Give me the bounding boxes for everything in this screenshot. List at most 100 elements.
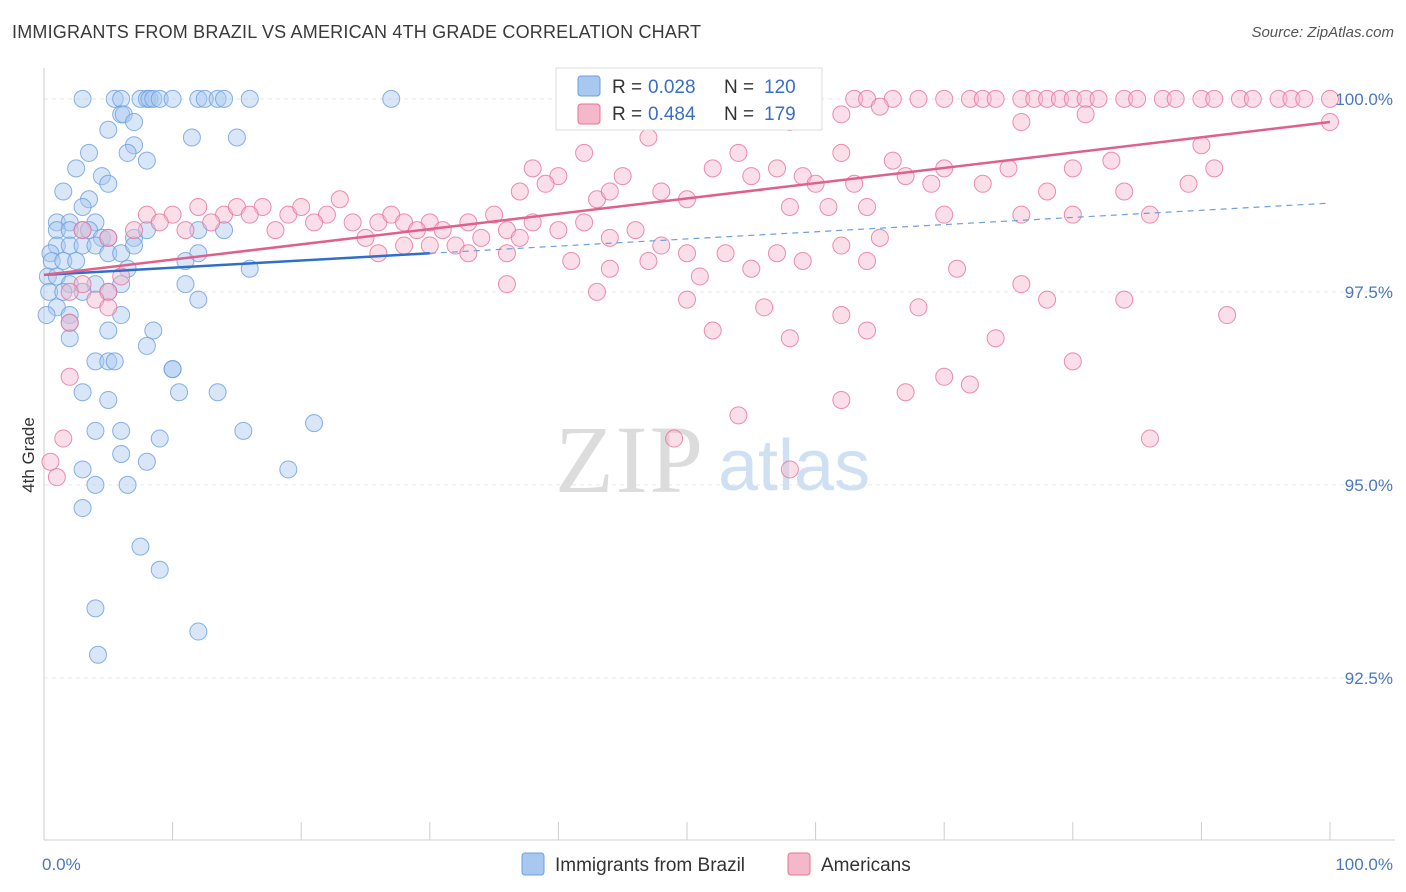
point-americans-131 <box>1012 275 1031 294</box>
point-brazil-55 <box>67 252 86 270</box>
point-americans-124 <box>600 259 619 278</box>
point-americans-24 <box>1243 89 1262 108</box>
point-brazil-28 <box>54 182 73 201</box>
point-americans-101 <box>716 244 735 263</box>
x-tick-label-1: 100.0% <box>1335 855 1393 874</box>
point-brazil-14 <box>382 89 401 108</box>
point-brazil-102 <box>86 599 105 618</box>
point-americans-128 <box>793 252 812 270</box>
point-americans-42 <box>1063 159 1082 178</box>
point-americans-19 <box>1153 89 1172 108</box>
y-axis-label: 4th Grade <box>19 417 38 493</box>
point-brazil-29 <box>80 190 99 209</box>
point-americans-106 <box>99 228 118 247</box>
point-brazil-21 <box>125 136 144 155</box>
point-brazil-10 <box>195 89 214 108</box>
point-americans-110 <box>202 213 221 232</box>
point-americans-30 <box>870 97 889 116</box>
point-americans-68 <box>819 197 838 216</box>
point-americans-28 <box>1321 89 1339 108</box>
point-americans-90 <box>459 213 478 232</box>
point-americans-55 <box>896 167 915 186</box>
y-tick-label-3: 92.5% <box>1345 669 1393 688</box>
point-americans-43 <box>1102 151 1121 170</box>
y-tick-label-1: 97.5% <box>1345 283 1393 302</box>
point-brazil-19 <box>182 128 201 147</box>
point-americans-18 <box>1128 89 1147 108</box>
point-americans-62 <box>536 174 555 193</box>
point-brazil-87 <box>99 390 118 409</box>
point-americans-118 <box>369 244 388 263</box>
point-americans-72 <box>1063 205 1082 224</box>
point-brazil-54 <box>54 252 73 270</box>
legend-r-label-2: R = <box>612 104 642 125</box>
bottom-legend-swatch-brazil <box>521 852 545 876</box>
point-brazil-27 <box>99 174 118 193</box>
point-americans-32 <box>1012 113 1031 132</box>
point-brazil-30 <box>73 197 92 216</box>
point-americans-49 <box>703 159 722 178</box>
point-americans-99 <box>652 236 671 255</box>
point-brazil-59 <box>38 267 57 286</box>
point-brazil-94 <box>137 452 156 471</box>
point-brazil-6 <box>144 89 163 108</box>
point-americans-39 <box>883 151 902 170</box>
point-brazil-3 <box>131 89 150 108</box>
point-americans-7 <box>960 89 979 108</box>
point-americans-149 <box>780 329 799 348</box>
point-americans-109 <box>176 221 195 240</box>
point-americans-46 <box>523 159 542 178</box>
point-americans-157 <box>729 406 748 425</box>
point-americans-6 <box>935 89 954 108</box>
point-americans-130 <box>948 259 967 278</box>
point-americans-84 <box>343 213 362 232</box>
point-americans-158 <box>60 367 79 386</box>
point-brazil-84 <box>73 383 92 402</box>
point-americans-65 <box>652 182 671 201</box>
point-brazil-24 <box>137 151 156 170</box>
point-brazil-71 <box>60 306 79 325</box>
point-brazil-26 <box>92 167 111 186</box>
point-brazil-83 <box>163 360 182 379</box>
point-brazil-11 <box>208 89 227 108</box>
trend-line-brazil <box>43 252 430 277</box>
point-brazil-90 <box>112 421 131 440</box>
point-brazil-91 <box>150 429 169 448</box>
point-americans-136 <box>587 282 606 301</box>
point-americans-26 <box>1282 89 1301 108</box>
point-americans-61 <box>510 182 529 201</box>
watermark-atlas: atlas <box>718 426 870 506</box>
point-brazil-48 <box>99 244 118 263</box>
point-brazil-76 <box>144 321 163 340</box>
point-brazil-34 <box>47 221 66 240</box>
point-americans-25 <box>1269 89 1288 108</box>
point-americans-119 <box>395 236 414 255</box>
point-americans-160 <box>41 452 60 471</box>
point-americans-67 <box>780 197 799 216</box>
point-americans-161 <box>47 468 66 487</box>
legend-r-label-1: R = <box>612 77 642 98</box>
point-americans-156 <box>832 390 851 409</box>
point-americans-147 <box>60 313 79 332</box>
point-americans-15 <box>1076 89 1095 108</box>
legend-r-value-1: 0.028 <box>648 77 696 98</box>
legend-n-label-1: N = <box>724 77 754 98</box>
point-americans-138 <box>755 298 774 317</box>
point-brazil-100 <box>131 537 150 556</box>
point-americans-58 <box>1038 182 1057 201</box>
point-americans-33 <box>1076 105 1095 124</box>
point-americans-27 <box>1295 89 1314 108</box>
point-brazil-81 <box>105 352 124 371</box>
point-americans-126 <box>690 267 709 286</box>
point-brazil-73 <box>37 306 56 325</box>
chart-title: IMMIGRANTS FROM BRAZIL VS AMERICAN 4TH G… <box>12 22 702 42</box>
point-brazil-18 <box>99 120 118 139</box>
point-americans-9 <box>986 89 1005 108</box>
point-americans-111 <box>240 205 259 224</box>
point-americans-37 <box>729 143 748 162</box>
point-americans-48 <box>613 167 632 186</box>
point-brazil-0 <box>73 89 92 108</box>
point-americans-159 <box>54 429 73 448</box>
point-americans-132 <box>112 267 131 286</box>
x-tick-label-0: 0.0% <box>42 855 81 874</box>
